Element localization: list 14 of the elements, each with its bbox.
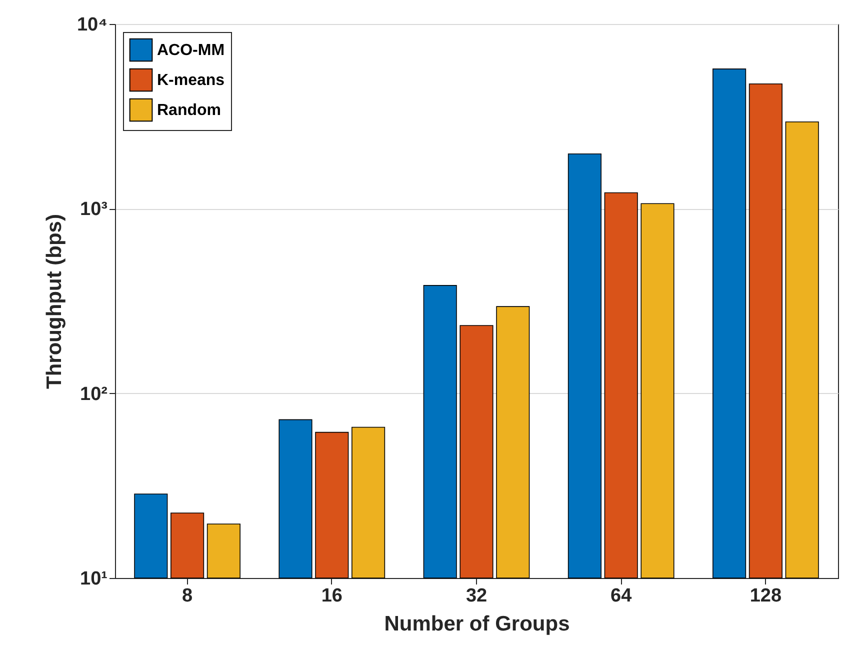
x-tick-label: 64 bbox=[610, 586, 632, 606]
y-tick-label: 10⁴ bbox=[76, 14, 108, 36]
legend-label: Random bbox=[157, 102, 221, 119]
y-tick-label: 10³ bbox=[80, 199, 108, 220]
x-tick-label: 8 bbox=[182, 586, 193, 606]
x-axis-title: Number of Groups bbox=[384, 612, 570, 636]
y-tick-label: 10² bbox=[80, 384, 108, 405]
x-tick-label: 16 bbox=[321, 586, 342, 606]
legend-label: ACO-MM bbox=[157, 42, 225, 59]
y-tick-label: 10¹ bbox=[80, 568, 108, 590]
y-axis-title: Throughput (bps) bbox=[42, 214, 66, 389]
x-tick-label: 32 bbox=[466, 586, 488, 606]
legend-label: K-means bbox=[157, 72, 225, 89]
x-tick-label: 128 bbox=[750, 586, 782, 606]
